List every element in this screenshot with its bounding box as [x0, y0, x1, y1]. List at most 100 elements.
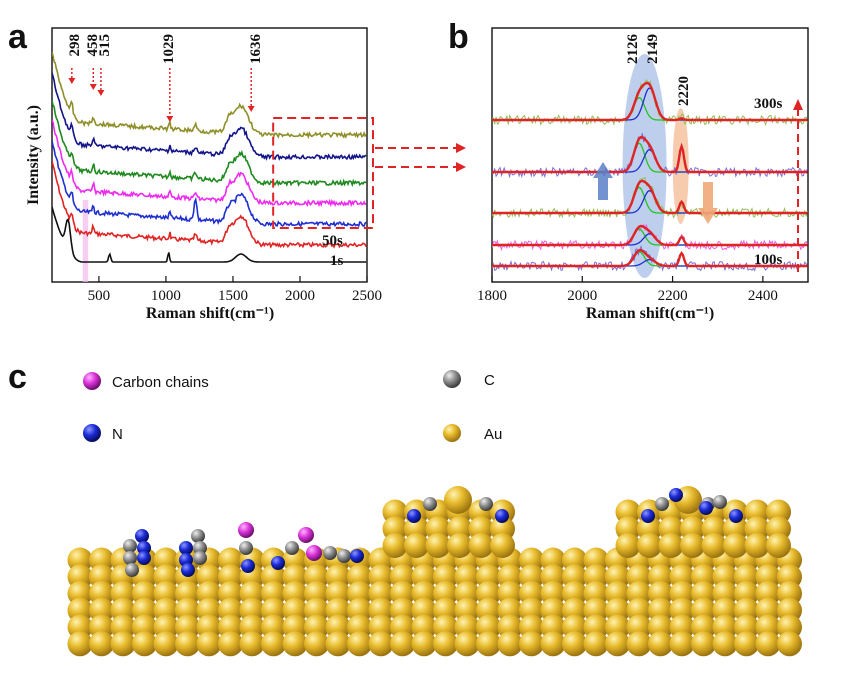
gold-atom [390, 631, 415, 657]
gold-atom [669, 631, 695, 657]
peak-arrowhead [247, 106, 255, 112]
series-line-1s [52, 206, 367, 263]
panel-letter-b: b [448, 18, 469, 56]
gold-atom [218, 631, 243, 657]
legend-item-au: Au [443, 424, 502, 443]
panel-b-x-axis: 1800 2000 2200 2400 [477, 276, 778, 304]
panel-b-x-axis-label: Raman shift(cm⁻¹) [586, 305, 714, 322]
nitrogen-atom [350, 549, 364, 563]
series-label-300s: 300s [754, 96, 783, 112]
gold-atom [755, 631, 781, 657]
carbon-chain-atom [298, 527, 314, 543]
gold-atom [777, 631, 802, 657]
gold-atom [261, 631, 286, 657]
carbon-chain-atom-icon [83, 372, 101, 390]
gold-atom [447, 533, 472, 558]
gold-atom [583, 631, 609, 657]
x-tick-label: 500 [88, 288, 111, 304]
panel-a-x-axis-label: Raman shift(cm⁻¹) [146, 305, 274, 322]
gold-atom [680, 533, 705, 558]
series-line-magenta [52, 119, 367, 208]
series-label-1s: 1s [330, 253, 344, 269]
raw-spectrum-100s [492, 244, 808, 272]
gold-atom [562, 631, 587, 657]
gold-atom [110, 631, 136, 657]
series-label-100s: 100s [754, 252, 783, 268]
peak-label-2126: 2126 [625, 34, 641, 65]
carbon-atom [123, 539, 137, 553]
gold-atom-icon [443, 424, 461, 442]
carbon-atom [123, 551, 137, 565]
gold-atom [519, 631, 544, 657]
gold-atom [411, 631, 437, 657]
carbon-chain-atom [238, 522, 254, 538]
gold-atom [67, 631, 93, 657]
carbon-atom [337, 549, 351, 563]
carbon-atom [239, 541, 253, 555]
fit-total-300s [492, 81, 808, 122]
panel-a-y-axis-label: Intensity (a.u.) [25, 105, 42, 205]
x-tick-label: 2000 [285, 288, 315, 304]
x-tick-label: 2400 [748, 288, 778, 304]
peak-label-1636: 1636 [248, 34, 264, 65]
gold-atom [766, 533, 791, 558]
gold-atom [404, 533, 429, 558]
x-tick-label: 2000 [567, 288, 597, 304]
carbon-atom [125, 563, 139, 577]
gold-atom [175, 631, 200, 657]
selection-box [272, 117, 375, 229]
series-line-red [52, 160, 367, 249]
highlight-ellipse-2220 [672, 108, 689, 224]
panel-letter-a: a [8, 18, 28, 56]
peak-arrowhead [97, 90, 105, 96]
nitrogen-atom [181, 563, 195, 577]
carbon-atom [193, 551, 207, 565]
carbon-atom [191, 529, 205, 543]
series-line-blue [52, 140, 367, 228]
nitrogen-atom [669, 488, 683, 502]
legend-item-c: C [443, 370, 495, 389]
series-label-50s: 50s [322, 233, 343, 249]
gold-atom [476, 631, 501, 657]
panel-b-peak-labels: 2126 2149 2220 [625, 34, 692, 107]
carbon-atom [479, 497, 493, 511]
gold-atom [626, 631, 652, 657]
gold-surface-model [67, 486, 802, 657]
nitrogen-atom [137, 541, 151, 555]
nitrogen-atom [137, 551, 151, 565]
fit-total-trace-3 [492, 179, 808, 215]
gold-atom [282, 631, 308, 657]
fit-total-100s [492, 248, 808, 268]
carbon-atom [193, 541, 207, 555]
decrease-arrow [698, 182, 718, 224]
series-line-olive [52, 51, 367, 140]
highlight-band [82, 200, 89, 282]
gold-atom [490, 533, 515, 558]
nitrogen-atom-icon [83, 424, 101, 442]
panel-link-arrows [375, 143, 466, 172]
carbon-chain-atom [306, 545, 322, 561]
gold-atom [89, 631, 114, 657]
panel-a-selection-box [272, 117, 375, 229]
panel-a-x-axis: 500 1000 1500 2000 2500 [88, 276, 382, 304]
gold-atom [723, 533, 748, 558]
series-line-green [52, 100, 367, 188]
gold-atom [691, 631, 716, 657]
peak-arrowhead [68, 78, 76, 84]
panel-b-trend-arrows [593, 99, 803, 272]
increase-arrow [593, 162, 613, 200]
carbon-atom-icon [443, 370, 461, 388]
nitrogen-atom [271, 556, 285, 570]
fit-total-trace-2 [492, 135, 808, 174]
carbon-atom [713, 495, 727, 509]
gold-atom [468, 533, 494, 558]
carbon-atom [285, 541, 299, 555]
panel-b-frame [491, 27, 809, 283]
fit-total-trace-4 [492, 224, 808, 247]
peak-label-2149: 2149 [645, 34, 661, 64]
gold-atom [347, 631, 372, 657]
gold-atom [153, 631, 179, 657]
carbon-atom [655, 497, 669, 511]
